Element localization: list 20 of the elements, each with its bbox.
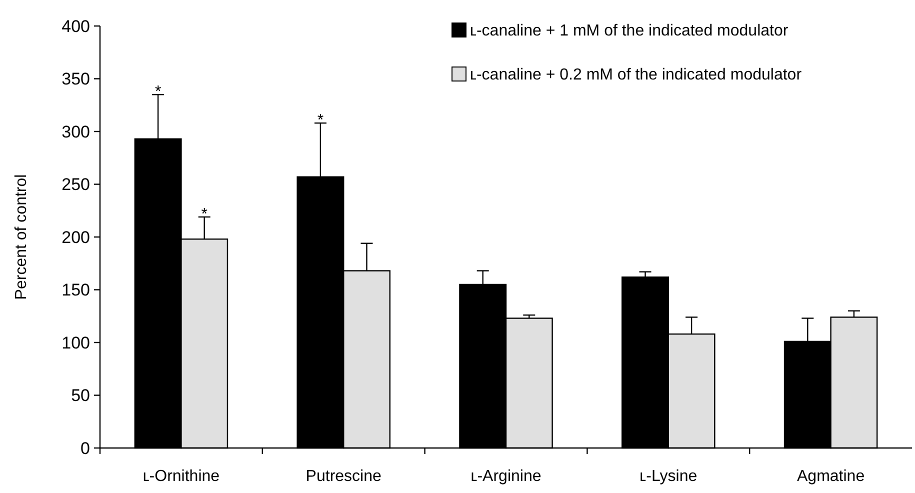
- x-tick-label: ʟ-Lysine: [640, 468, 698, 485]
- y-tick-label: 300: [62, 122, 90, 142]
- y-tick-label: 200: [62, 228, 90, 247]
- y-tick-label: 400: [62, 16, 90, 36]
- x-tick-label: Agmatine: [797, 468, 865, 485]
- y-tick-label: 350: [62, 70, 90, 89]
- x-tick-label: ʟ-Ornithine: [142, 468, 220, 485]
- y-tick-label: 0: [80, 438, 90, 458]
- legend-label: ʟ-canaline + 1 mM of the indicated modulator: [470, 22, 789, 40]
- x-tick-label: Putrescine: [306, 468, 382, 485]
- data-label: *: [154, 84, 162, 101]
- y-tick-label: 50: [71, 386, 90, 406]
- y-axis-title: Percent of control: [13, 174, 30, 300]
- y-tick-label: 250: [62, 175, 90, 194]
- y-tick-label: 100: [62, 333, 90, 352]
- y-tick-label: 150: [62, 280, 90, 300]
- x-tick-label: ʟ-Arginine: [470, 468, 542, 485]
- data-label: *: [201, 206, 208, 223]
- data-label: *: [317, 112, 324, 130]
- legend-label: ʟ-canaline + 0.2 mM of the indicated modulator: [470, 66, 802, 84]
